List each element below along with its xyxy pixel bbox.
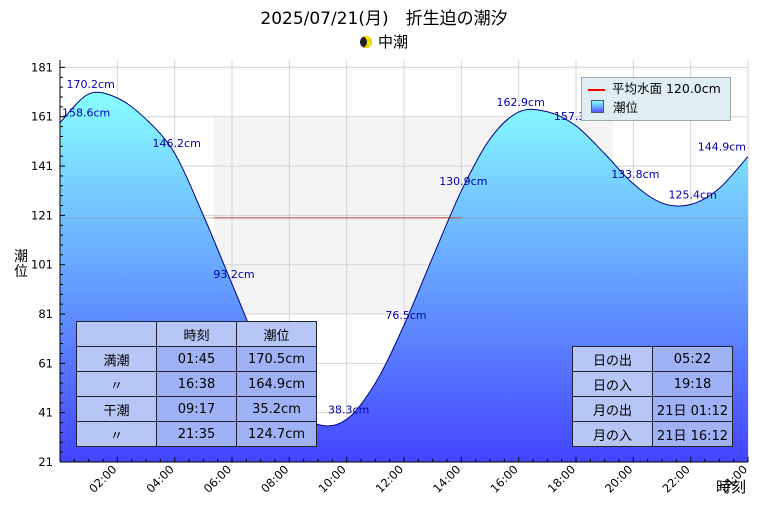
y-tick-label: 181 [31,60,53,74]
tide-table-header-cell: 時刻 [156,321,237,347]
moon-phase-label: 中潮 [377,33,408,51]
legend-tide-label: 潮位 [613,100,639,115]
x-tick-label: 20:00 [602,462,635,495]
page-title: 2025/07/21(月) 折生迫の潮汐 [260,9,508,29]
tide-type-cell: 〃 [76,421,157,447]
x-tick-label: 02:00 [86,462,119,495]
tide-level-cell: 124.7cm [236,421,317,447]
legend: 平均水面 120.0cm 潮位 [581,77,731,121]
tide-value-label: 130.9cm [439,175,487,188]
tide-time-cell: 09:17 [156,396,237,422]
tide-value-label: 158.6cm [62,107,110,120]
legend-mean-label: 平均水面 120.0cm [612,81,721,96]
tide-table-row: 〃 16:38 164.9cm [76,371,317,397]
tide-value-label: 170.2cm [67,78,115,91]
x-tick-label: 16:00 [487,462,520,495]
y-tick-label: 61 [38,356,53,370]
tide-table-header-cell [76,321,157,347]
event-label-cell: 月の入 [572,421,653,447]
y-tick-label: 81 [38,307,53,321]
tide-table-header-cell: 潮位 [236,321,317,347]
tide-value-label: 162.9cm [497,96,545,109]
sun-moon-row: 月の出 21日 01:12 [572,396,733,422]
tide-table-row: 満潮 01:45 170.5cm [76,346,317,372]
tide-table-row: 〃 21:35 124.7cm [76,421,317,447]
event-label-cell: 月の出 [572,396,653,422]
tide-value-label: 93.2cm [213,268,254,281]
tide-table-row: 干潮 09:17 35.2cm [76,396,317,422]
tide-type-cell: 〃 [76,371,157,397]
x-tick-label: 18:00 [545,462,578,495]
y-tick-label: 21 [38,455,53,469]
legend-item-tide: 潮位 [588,99,638,117]
tide-value-label: 133.8cm [611,168,659,181]
moon-phase: 中潮 [0,31,768,52]
event-label-cell: 日の入 [572,371,653,397]
tide-value-label: 146.2cm [153,137,201,150]
x-tick-label: 14:00 [430,462,463,495]
legend-item-mean: 平均水面 120.0cm [588,80,721,98]
mean-line-swatch [588,88,605,91]
y-tick-label: 141 [31,159,53,173]
tide-value-label: 144.9cm [698,140,746,153]
tide-time-cell: 21:35 [156,421,237,447]
x-tick-label: 12:00 [373,462,406,495]
tide-value-label: 125.4cm [669,189,717,202]
tide-level-cell: 35.2cm [236,396,317,422]
x-tick-label: 10:00 [315,462,348,495]
sun-moon-table: 日の出 05:22 日の入 19:18 月の出 21日 01:12 月の入 21… [572,346,733,447]
sun-moon-row: 日の出 05:22 [572,346,733,372]
tide-table-header: 時刻 潮位 [76,321,317,347]
x-tick-label: 08:00 [258,462,291,495]
tide-time-cell: 16:38 [156,371,237,397]
tide-type-cell: 満潮 [76,346,157,372]
event-label-cell: 日の出 [572,346,653,372]
y-axis-label: 潮位 [14,249,28,280]
event-time-cell: 21日 16:12 [652,421,733,447]
sun-moon-row: 日の入 19:18 [572,371,733,397]
y-tick-label: 121 [31,208,53,222]
tide-level-cell: 170.5cm [236,346,317,372]
tide-level-cell: 164.9cm [236,371,317,397]
x-tick-label: 22:00 [659,462,692,495]
tide-value-label: 38.3cm [328,403,369,416]
tide-type-cell: 干潮 [76,396,157,422]
tide-time-cell: 01:45 [156,346,237,372]
x-tick-label: 06:00 [201,462,234,495]
event-time-cell: 21日 01:12 [652,396,733,422]
tide-curve [60,91,748,427]
tide-fill-swatch [591,100,604,113]
x-tick-label: 04:00 [143,462,176,495]
sun-moon-row: 月の入 21日 16:12 [572,421,733,447]
y-tick-label: 41 [38,406,53,420]
moon-phase-icon [359,36,372,48]
tide-value-label: 76.5cm [385,309,426,322]
event-time-cell: 05:22 [652,346,733,372]
y-tick-label: 161 [31,110,53,124]
event-time-cell: 19:18 [652,371,733,397]
x-axis-label: 時刻 [716,478,747,496]
y-tick-label: 101 [31,258,53,272]
tide-table: 時刻 潮位 満潮 01:45 170.5cm 〃 16:38 164.9cm 干… [76,321,317,447]
